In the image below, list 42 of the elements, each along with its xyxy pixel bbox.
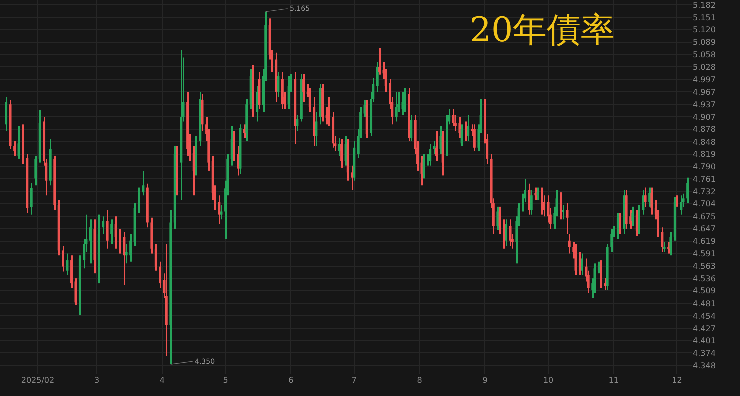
y-tick-label: 4.675 [693, 212, 716, 222]
y-tick-label: 5.120 [693, 26, 716, 35]
y-tick-label: 4.536 [693, 274, 716, 284]
chart-title: 20年債率 [470, 10, 616, 51]
x-tick-label: 6 [288, 376, 294, 385]
y-tick-label: 5.089 [693, 38, 716, 48]
y-tick-label: 5.182 [693, 0, 716, 10]
y-tick-label: 4.401 [693, 336, 716, 346]
y-tick-label: 4.509 [693, 286, 716, 296]
x-tick-label: 5 [223, 376, 228, 385]
x-tick-label: 11 [608, 376, 620, 385]
y-tick-label: 4.732 [693, 187, 716, 196]
x-tick-label: 3 [94, 376, 100, 385]
x-tick-label: 8 [417, 376, 422, 385]
y-tick-label: 4.967 [693, 88, 716, 97]
y-tick-label: 4.563 [693, 262, 716, 272]
x-tick-label: 7 [352, 376, 357, 385]
x-tick-label: 9 [482, 376, 488, 385]
x-tick-label: 10 [543, 376, 554, 385]
y-tick-label: 5.151 [693, 13, 716, 22]
y-tick-label: 4.591 [693, 250, 716, 259]
x-tick-label: 12 [672, 376, 682, 385]
y-tick-label: 4.454 [693, 312, 716, 321]
y-tick-label: 4.761 [693, 174, 716, 184]
y-tick-label: 4.647 [693, 224, 716, 234]
y-tick-label: 4.619 [693, 237, 716, 246]
y-tick-label: 4.704 [693, 200, 716, 209]
y-tick-label: 5.028 [693, 62, 716, 72]
y-tick-label: 4.348 [693, 361, 716, 370]
y-tick-label: 4.427 [693, 324, 716, 334]
y-tick-label: 4.997 [693, 76, 716, 85]
x-tick-label: 4 [160, 376, 165, 385]
y-tick-label: 4.790 [693, 162, 716, 172]
y-tick-label: 4.848 [693, 138, 716, 147]
y-tick-label: 5.058 [693, 50, 716, 60]
y-tick-label: 4.907 [693, 112, 716, 122]
y-tick-label: 4.878 [693, 125, 716, 134]
y-tick-label: 4.937 [693, 100, 716, 110]
y-tick-label: 4.481 [693, 299, 716, 308]
y-tick-label: 4.374 [693, 349, 716, 358]
y-tick-label: 4.819 [693, 150, 716, 160]
x-tick-label: 2025/02 [21, 376, 55, 385]
